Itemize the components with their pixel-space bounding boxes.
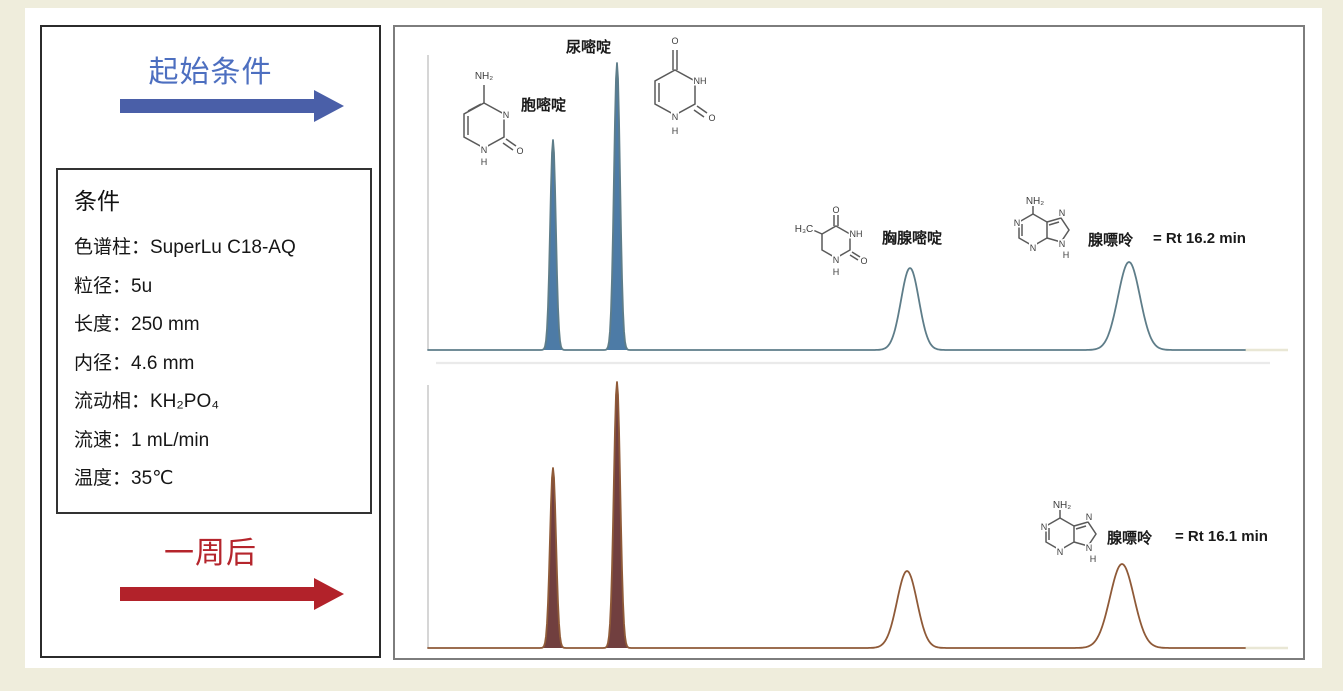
svg-text:N: N (1059, 208, 1066, 218)
svg-text:H: H (672, 126, 679, 136)
condition-item-column: 色谱柱：SuperLu C18-AQ (74, 237, 296, 258)
svg-text:N: N (1086, 543, 1093, 553)
svg-text:N: N (1086, 512, 1093, 522)
svg-text:H: H (481, 157, 488, 167)
svg-text:N: N (1014, 218, 1021, 228)
svg-text:O: O (708, 113, 715, 123)
condition-item-particle: 粒径：5u (74, 275, 153, 297)
svg-text:NH₂: NH₂ (475, 71, 493, 82)
svg-text:H: H (1090, 554, 1097, 564)
svg-text:H: H (833, 267, 840, 277)
svg-text:H: H (1063, 250, 1070, 260)
after-one-week-label: 一周后 (164, 537, 257, 570)
condition-item-length: 长度：250 mm (74, 314, 200, 335)
svg-text:O: O (832, 205, 839, 215)
svg-text:H₃C: H₃C (795, 224, 814, 235)
svg-text:N: N (481, 145, 488, 155)
svg-text:NH₂: NH₂ (1026, 196, 1044, 207)
uracil-structure-icon: O NH O N H (654, 35, 717, 138)
cytosine-peak-label: 胞嘧啶 (521, 97, 567, 114)
condition-item-diameter: 内径：4.6 mm (74, 352, 195, 374)
cytosine-structure-icon: NH₂ N O N H (463, 70, 525, 167)
svg-text:O: O (516, 146, 523, 156)
uracil-peak-label: 尿嘧啶 (566, 39, 612, 56)
chromatogram-panel: 尿嘧啶 胞嘧啶 胸腺嘧啶 腺嘌呤 = Rt 16.2 min 腺嘌呤 = Rt … (393, 25, 1305, 660)
svg-text:N: N (672, 112, 679, 122)
condition-item-temperature: 温度：35℃ (74, 468, 174, 489)
svg-text:N: N (1059, 239, 1066, 249)
svg-text:O: O (671, 36, 678, 46)
adenine-structure-icon-bottom: NH₂ N N N N H (1039, 500, 1098, 566)
conditions-box: 条件 色谱柱：SuperLu C18-AQ 粒径：5u 长度：250 mm 内径… (56, 168, 372, 514)
chromatogram-plot (427, 55, 1288, 650)
adenine-structure-icon-top: NH₂ N N N N H (1012, 196, 1071, 262)
svg-text:N: N (503, 110, 510, 120)
initial-conditions-label: 起始条件 (148, 56, 273, 89)
svg-text:NH₂: NH₂ (1053, 500, 1071, 511)
svg-text:O: O (860, 256, 867, 266)
retention-time-after: = Rt 16.1 min (1175, 528, 1268, 545)
svg-text:N: N (1041, 522, 1048, 532)
red-right-arrow-icon (120, 578, 344, 610)
condition-item-mobilephase: 流动相：KH₂PO₄ (74, 391, 219, 412)
svg-text:N: N (1057, 547, 1064, 557)
retention-time-initial: = Rt 16.2 min (1153, 230, 1246, 247)
adenine-peak-label-top: 腺嘌呤 (1088, 232, 1134, 249)
svg-text:N: N (833, 255, 840, 265)
left-panel: 起始条件 条件 色谱柱：SuperLu C18-AQ 粒径：5u 长度：250 … (40, 25, 381, 658)
condition-item-flowrate: 流速：1 mL/min (74, 429, 210, 451)
conditions-title: 条件 (74, 188, 120, 214)
adenine-peak-label-bottom: 腺嘌呤 (1107, 530, 1153, 547)
svg-text:N: N (1030, 243, 1037, 253)
blue-right-arrow-icon (120, 90, 344, 122)
thymine-structure-icon: H₃C O NH O N H (793, 204, 869, 278)
thymine-peak-label: 胸腺嘧啶 (882, 230, 943, 247)
svg-text:NH: NH (694, 76, 707, 86)
svg-text:NH: NH (850, 229, 863, 239)
